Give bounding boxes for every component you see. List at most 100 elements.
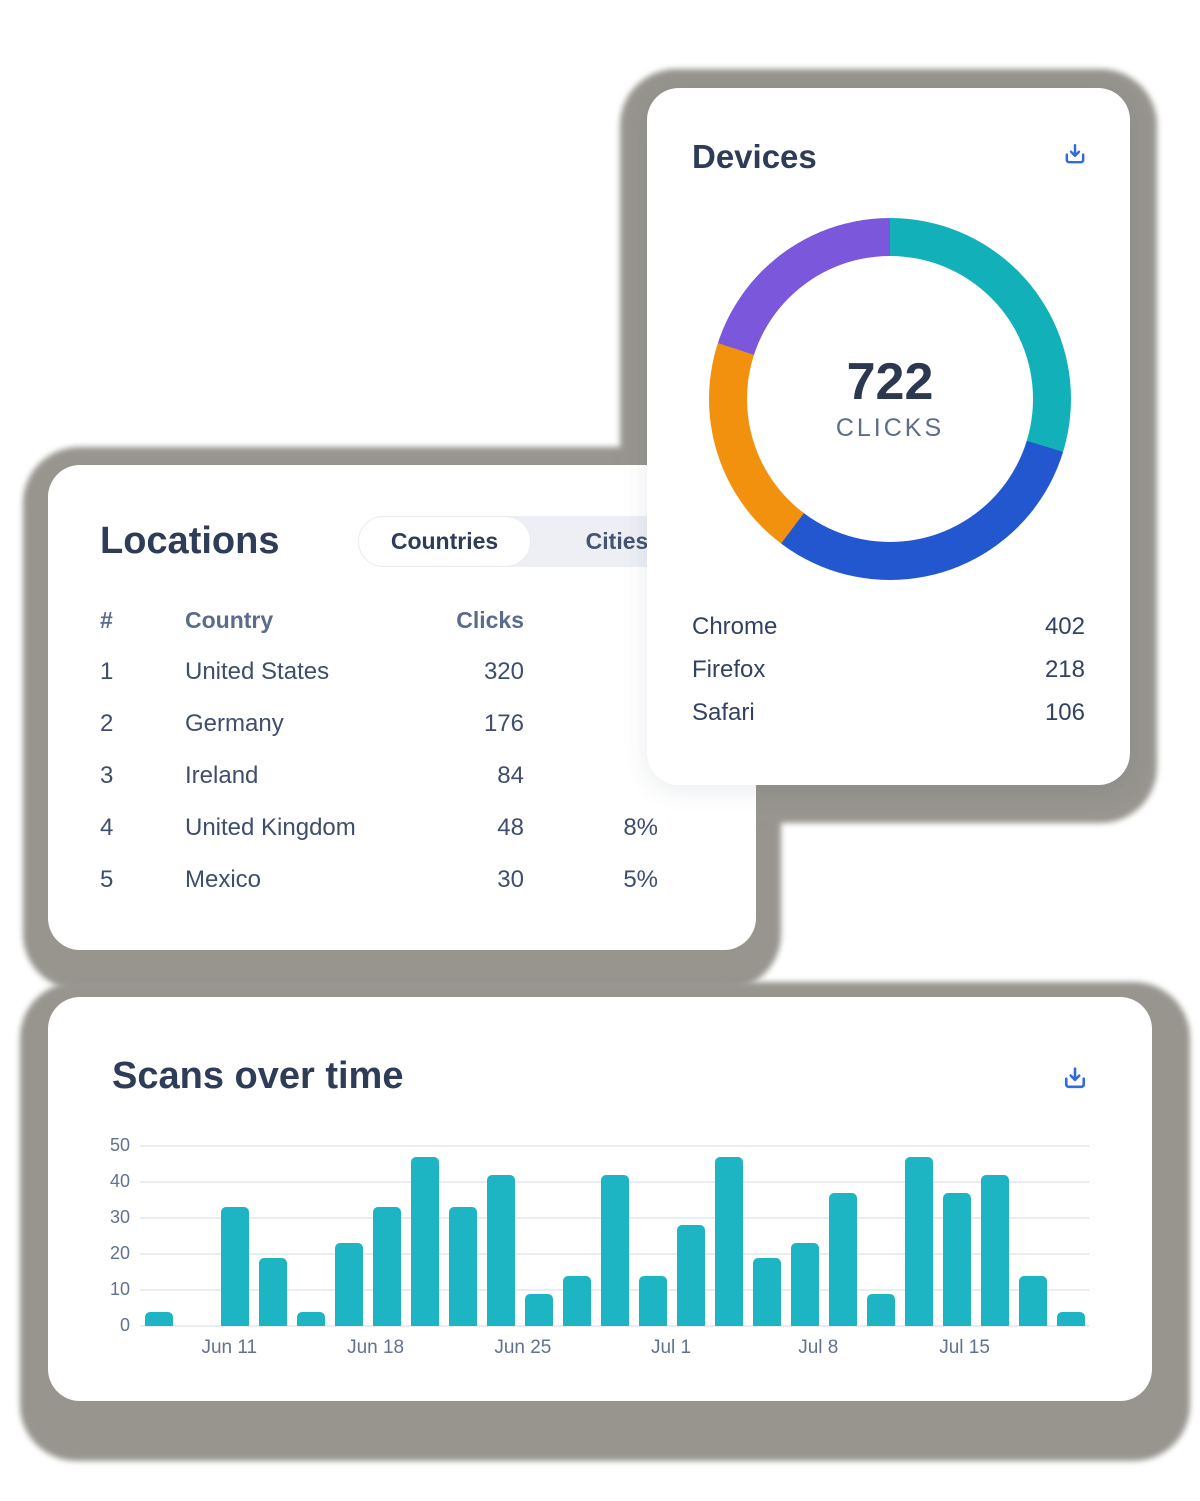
gridline — [140, 1325, 1090, 1327]
bar-slot — [786, 1146, 824, 1326]
scans-title: Scans over time — [112, 1055, 404, 1097]
legend-value: 218 — [1044, 655, 1085, 683]
bar — [145, 1311, 173, 1326]
x-axis-tick-label: Jun 11 — [201, 1337, 258, 1358]
bar-slot — [558, 1146, 596, 1326]
table-row: 4 United Kingdom 48 8% — [100, 802, 658, 854]
bar — [829, 1192, 857, 1326]
x-axis-tick-label: Jul 8 — [798, 1337, 839, 1358]
cell-clicks: 48 — [497, 814, 524, 841]
table-row: 1 United States 320 — [100, 646, 658, 698]
bar-slot — [1014, 1146, 1052, 1326]
cell-clicks: 176 — [483, 710, 524, 737]
bar — [791, 1243, 819, 1326]
legend-value: 106 — [1044, 698, 1085, 726]
bar — [905, 1156, 933, 1326]
bar — [867, 1293, 895, 1326]
bar — [981, 1174, 1009, 1326]
bar — [259, 1257, 287, 1326]
bar-slot — [330, 1146, 368, 1326]
cell-rank: 4 — [100, 814, 114, 841]
bar — [563, 1275, 591, 1326]
cell-country: Ireland — [185, 762, 259, 789]
bar-slot — [482, 1146, 520, 1326]
bar-slot — [596, 1146, 634, 1326]
cell-country: Germany — [185, 710, 284, 737]
bar — [335, 1243, 363, 1326]
devices-legend: Chrome 402 Firefox 218 Safari 106 — [692, 605, 1085, 734]
download-icon[interactable] — [1060, 1063, 1090, 1093]
cell-country: United States — [185, 658, 330, 685]
devices-card: Devices 722 CLICKS Chrome 402 Firefox 218 Sa… — [647, 88, 1130, 785]
legend-value: 402 — [1044, 612, 1085, 640]
devices-title: Devices — [692, 138, 817, 175]
x-axis-tick-label: Jul 1 — [650, 1337, 692, 1358]
total-clicks-value: 722 — [846, 353, 934, 412]
col-header-clicks: Clicks — [456, 606, 524, 633]
bar-slot — [672, 1146, 710, 1326]
cell-clicks: 30 — [497, 866, 524, 893]
locations-title: Locations — [100, 520, 280, 562]
download-tray-icon — [1065, 144, 1085, 164]
bar — [525, 1293, 553, 1326]
legend-label: Safari — [692, 698, 755, 726]
y-axis-tick-label: 50 — [109, 1135, 130, 1155]
bar — [373, 1207, 401, 1326]
bar-slot — [292, 1146, 330, 1326]
cell-clicks: 320 — [483, 658, 524, 685]
donut-center: 722 CLICKS — [747, 256, 1033, 542]
tab-cities[interactable]: Cities — [585, 528, 649, 554]
cell-rank: 5 — [100, 866, 114, 893]
cell-rank: 1 — [100, 658, 114, 685]
bar — [715, 1156, 743, 1326]
cell-country: United Kingdom — [185, 814, 356, 841]
bar-slot — [976, 1146, 1014, 1326]
legend-row: Chrome 402 — [692, 605, 1085, 648]
x-axis-tick-label: Jun 25 — [494, 1337, 552, 1358]
y-axis-tick-label: 20 — [109, 1243, 130, 1263]
legend-label: Chrome — [692, 612, 778, 640]
bar-slot — [748, 1146, 786, 1326]
bar-slot — [824, 1146, 862, 1326]
y-axis-tick-label: 0 — [119, 1315, 130, 1335]
bar — [639, 1275, 667, 1326]
x-axis-tick-label: Jul 15 — [939, 1337, 990, 1358]
cell-rank: 2 — [100, 710, 114, 737]
bar — [297, 1311, 325, 1326]
bar-slot — [368, 1146, 406, 1326]
bar — [753, 1257, 781, 1326]
scans-card: Scans over time 50 40 30 20 10 0 Jun 11 Jun 18 J… — [48, 997, 1152, 1401]
table-row: 5 Mexico 30 5% — [100, 854, 658, 906]
bar-slot — [710, 1146, 748, 1326]
y-axis-tick-label: 30 — [109, 1207, 130, 1227]
cell-clicks: 84 — [497, 762, 524, 789]
cell-rank: 3 — [100, 762, 114, 789]
bar — [1019, 1275, 1047, 1326]
download-icon[interactable] — [1060, 140, 1090, 170]
cell-percent: 5% — [623, 866, 658, 893]
col-header-rank: # — [100, 606, 113, 633]
y-axis-tick-label: 10 — [109, 1279, 130, 1299]
legend-row: Firefox 218 — [692, 648, 1085, 691]
bar-slot — [900, 1146, 938, 1326]
tab-countries[interactable]: Countries — [358, 516, 531, 567]
table-row: 2 Germany 176 — [100, 698, 658, 750]
bar-slot — [862, 1146, 900, 1326]
bar-slot — [406, 1146, 444, 1326]
bar-slot — [254, 1146, 292, 1326]
x-axis-tick-label: Jun 18 — [347, 1337, 405, 1358]
bar-slot — [216, 1146, 254, 1326]
devices-donut-chart: 722 CLICKS — [709, 218, 1071, 580]
bar — [1057, 1311, 1085, 1326]
bar-slot — [1052, 1146, 1090, 1326]
bar — [487, 1174, 515, 1326]
bar-slot — [178, 1146, 216, 1326]
bar-slot — [938, 1146, 976, 1326]
bar — [221, 1207, 249, 1326]
y-axis-tick-label: 40 — [109, 1171, 130, 1191]
download-tray-icon — [1064, 1067, 1086, 1089]
bar — [677, 1225, 705, 1326]
cell-country: Mexico — [185, 866, 262, 893]
table-row: # Country Clicks — [100, 594, 658, 646]
bar-slot — [140, 1146, 178, 1326]
